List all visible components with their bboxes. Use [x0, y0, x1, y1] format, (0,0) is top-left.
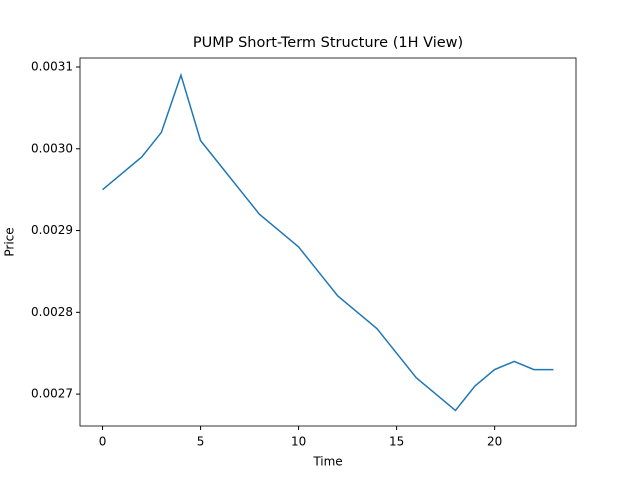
y-tick-label: 0.0027	[31, 387, 73, 401]
y-tick-label: 0.0029	[31, 223, 73, 237]
x-axis-label: Time	[312, 455, 342, 469]
y-tick-label: 0.0031	[31, 59, 73, 73]
x-tick-label: 0	[99, 435, 107, 449]
y-tick-label: 0.0030	[31, 141, 73, 155]
y-tick-label: 0.0028	[31, 305, 73, 319]
x-tick-label: 10	[291, 435, 306, 449]
x-tick-label: 15	[389, 435, 404, 449]
plot-frame	[79, 57, 577, 427]
data-line	[102, 72, 554, 412]
x-tick-label: 5	[197, 435, 205, 449]
chart-title: PUMP Short-Term Structure (1H View)	[193, 35, 463, 51]
y-axis-label: Price	[3, 227, 17, 256]
x-tick-label: 20	[487, 435, 502, 449]
